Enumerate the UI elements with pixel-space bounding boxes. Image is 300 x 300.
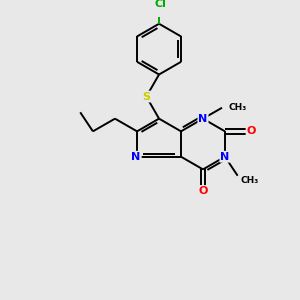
Text: O: O xyxy=(247,126,256,136)
Text: N: N xyxy=(220,152,230,162)
Text: N: N xyxy=(131,152,141,162)
Text: O: O xyxy=(198,186,208,196)
Text: S: S xyxy=(142,92,150,102)
Text: Cl: Cl xyxy=(154,0,166,9)
Text: N: N xyxy=(198,114,208,124)
Text: CH₃: CH₃ xyxy=(241,176,259,185)
Text: CH₃: CH₃ xyxy=(229,103,247,112)
